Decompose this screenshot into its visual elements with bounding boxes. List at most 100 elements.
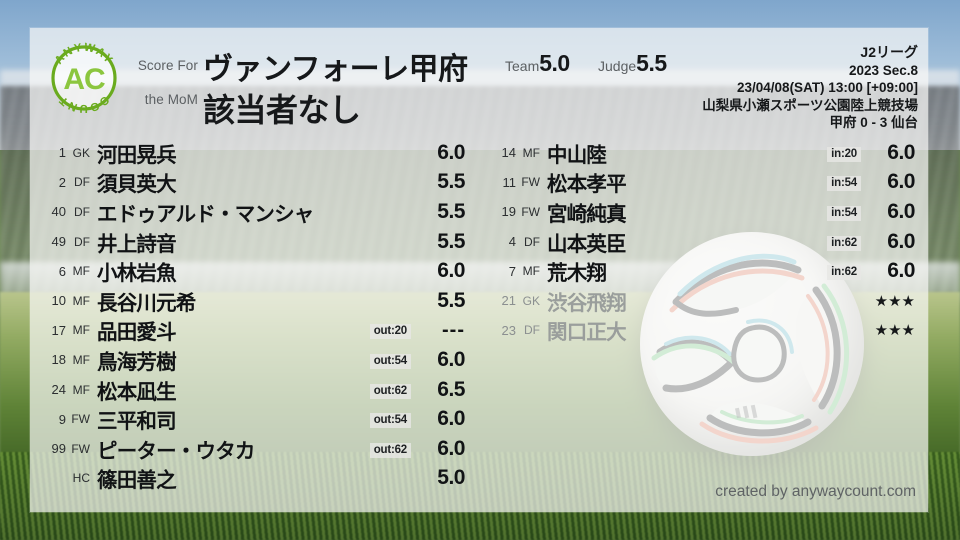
player-name: 荒木翔 [547, 262, 607, 286]
player-row[interactable]: 40 DF エドゥアルド・マンシャ 5.5 [40, 197, 466, 227]
player-name: 河田晃兵 [97, 143, 177, 167]
player-rating: 6.0 [887, 199, 915, 223]
player-position: MF [72, 382, 90, 397]
match-result: 甲府 0 - 3 仙台 [829, 115, 918, 130]
player-position: HC [72, 471, 90, 486]
player-rating: 6.0 [437, 347, 465, 371]
player-position: MF [72, 352, 90, 367]
player-name: 松本凪生 [97, 380, 177, 404]
substitution-badge: out:62 [369, 442, 411, 458]
player-name: 井上詩音 [97, 232, 177, 256]
player-row[interactable]: 14 MF 中山陸 in:20 6.0 [490, 138, 916, 168]
player-row[interactable]: HC 篠田善之 5.0 [40, 464, 466, 494]
player-position: MF [522, 264, 540, 279]
player-number: 1 [58, 145, 66, 161]
player-name: ピーター・ウタカ [97, 439, 255, 463]
venue-name: 山梨県小瀬スポーツ公園陸上競技場 [702, 97, 918, 113]
player-row[interactable]: 21 GK 渋谷飛翔 ★★★ [490, 286, 915, 316]
substitution-slot: out:62 [357, 381, 419, 399]
player-row[interactable]: 2 DF 須貝英大 5.5 [40, 168, 466, 198]
player-row[interactable]: 23 DF 関口正大 ★★★ [490, 316, 915, 346]
player-row[interactable]: 99 FW ピーター・ウタカ out:62 6.0 [40, 434, 466, 464]
player-number: 7 [508, 263, 516, 279]
league-name: J2リーグ [860, 44, 918, 60]
mom-label: the MoM [144, 92, 198, 107]
player-row[interactable]: 9 FW 三平和司 out:54 6.0 [40, 404, 466, 434]
substitution-badge: in:20 [827, 146, 861, 162]
player-number: 19 [501, 204, 516, 220]
player-number: 23 [501, 322, 516, 338]
player-row[interactable]: 1 GK 河田晃兵 6.0 [40, 138, 466, 168]
player-row[interactable]: 7 MF 荒木翔 in:62 6.0 [490, 256, 916, 286]
player-number: 21 [501, 293, 516, 309]
player-position: FW [71, 412, 90, 427]
player-position: DF [524, 234, 540, 249]
player-name: 三平和司 [97, 410, 177, 434]
player-name: 中山陸 [547, 143, 607, 167]
player-rating: 6.0 [437, 407, 465, 431]
player-row[interactable]: 18 MF 鳥海芳樹 out:54 6.0 [40, 345, 466, 375]
player-name: 篠田善之 [97, 469, 177, 493]
player-name: 宮崎純真 [547, 202, 627, 226]
player-rating: 5.0 [437, 466, 465, 490]
substitution-badge: out:20 [369, 324, 411, 340]
player-name: 山本英臣 [547, 232, 627, 256]
player-position: MF [72, 323, 90, 338]
substitution-badge: in:62 [827, 235, 861, 251]
player-row[interactable]: 11 FW 松本孝平 in:54 6.0 [490, 168, 916, 198]
player-position: GK [72, 145, 90, 160]
anywaycount-logo: ANYWAY COUNT AC [47, 41, 121, 115]
team-name: ヴァンフォーレ甲府 [203, 53, 468, 86]
substitution-badge: in:54 [827, 176, 861, 192]
team-score: Team5.0 [505, 50, 570, 77]
player-rating: 5.5 [437, 229, 465, 253]
player-row[interactable]: 17 MF 品田愛斗 out:20 --- [40, 316, 465, 346]
player-rating: 6.5 [437, 377, 465, 401]
player-row[interactable]: 24 MF 松本凪生 out:62 6.5 [40, 375, 466, 405]
season-section: 2023 Sec.8 [848, 62, 918, 78]
player-number: 9 [58, 411, 66, 427]
player-name: 須貝英大 [97, 173, 177, 197]
player-name: 品田愛斗 [97, 321, 177, 345]
content-panel [30, 28, 928, 512]
player-position: MF [72, 293, 90, 308]
svg-text:AC: AC [63, 63, 105, 96]
substitution-slot: in:20 [807, 144, 869, 162]
substitution-slot: in:62 [807, 262, 869, 281]
player-row[interactable]: 19 FW 宮崎純真 in:54 6.0 [490, 197, 916, 227]
player-name: 松本孝平 [547, 173, 627, 197]
substitution-slot: out:62 [357, 440, 419, 458]
player-number: 99 [51, 441, 66, 457]
player-number: 24 [51, 382, 66, 398]
kickoff-datetime: 23/04/08(SAT) 13:00 [+09:00] [737, 80, 918, 95]
player-row[interactable]: 4 DF 山本英臣 in:62 6.0 [490, 227, 916, 257]
player-rating: --- [442, 318, 465, 341]
substitution-slot: out:54 [357, 410, 419, 429]
player-rating: 6.0 [887, 140, 915, 164]
player-number: 40 [51, 204, 66, 220]
player-position: FW [521, 175, 540, 190]
player-number: 4 [508, 234, 516, 250]
substitution-badge: out:54 [369, 413, 411, 429]
judge-score-value: 5.5 [636, 50, 667, 76]
player-position: DF [524, 323, 540, 338]
player-position: MF [522, 145, 540, 160]
mom-name: 該当者なし [203, 92, 361, 128]
player-position: GK [522, 293, 540, 308]
player-row[interactable]: 49 DF 井上詩音 5.5 [40, 227, 466, 257]
player-position: DF [74, 204, 90, 219]
player-row[interactable]: 10 MF 長谷川元希 5.5 [40, 286, 466, 316]
footer-credit: created by anywaycount.com [715, 483, 916, 500]
judge-score-label: Judge [598, 58, 637, 74]
substitution-slot: out:54 [357, 351, 419, 369]
player-number: 6 [58, 263, 66, 279]
team-score-label: Team [505, 58, 540, 74]
substitution-badge: in:54 [827, 205, 861, 221]
substitution-slot: out:20 [357, 321, 419, 340]
player-rating: 6.0 [437, 436, 465, 460]
player-rating: ★★★ [874, 322, 915, 340]
player-row[interactable]: 6 MF 小林岩魚 6.0 [40, 256, 466, 286]
substitution-badge: out:54 [369, 353, 411, 369]
player-position: DF [74, 175, 90, 190]
